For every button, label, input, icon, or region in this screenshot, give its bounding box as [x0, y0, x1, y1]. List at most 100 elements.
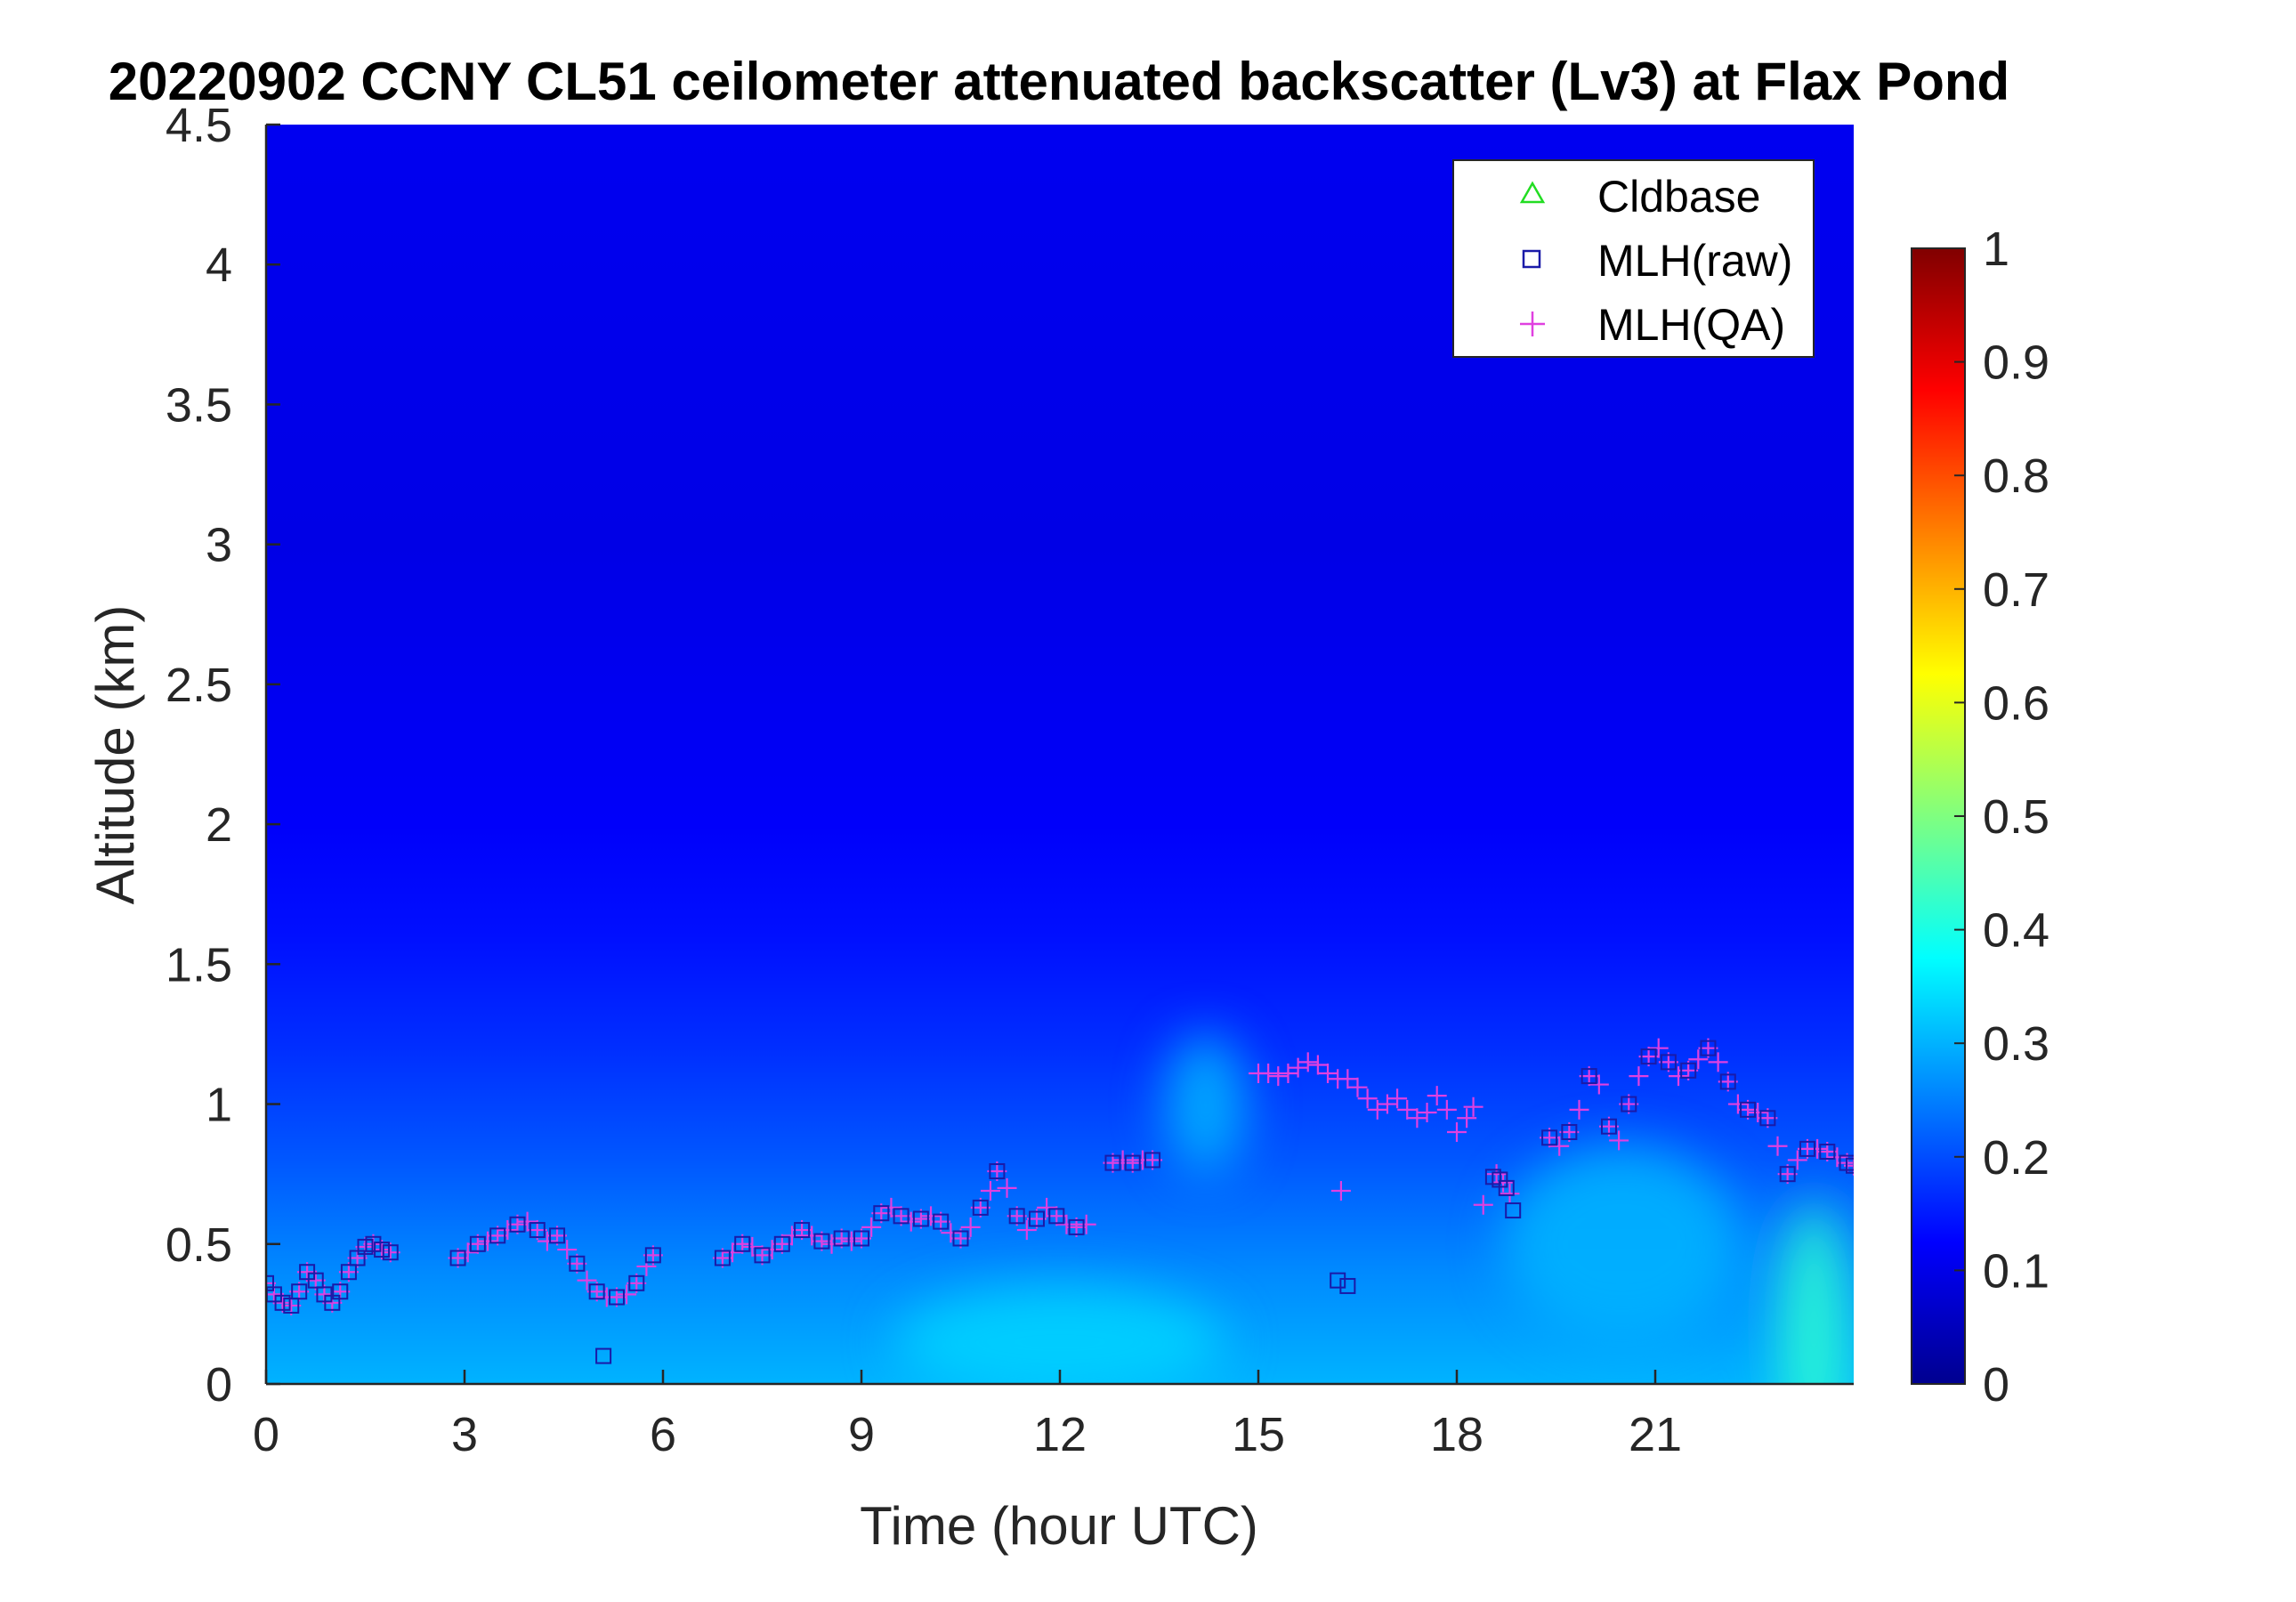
mlh-raw-point: [1846, 1157, 1854, 1174]
mlh-qa-point: [841, 1231, 861, 1251]
mlh-raw-point: [1144, 1152, 1161, 1169]
mlh-qa-point: [1298, 1052, 1318, 1072]
mlh-qa-point: [742, 1236, 763, 1257]
chart-title: 20220902 CCNY CL51 ceilometer attenuated…: [109, 52, 2009, 111]
legend-label: MLH(raw): [1597, 236, 1792, 286]
mlh-qa-point: [1669, 1066, 1689, 1087]
mlh-qa-point: [1708, 1052, 1728, 1072]
mlh-raw-point: [893, 1208, 910, 1225]
mlh-qa-point: [960, 1217, 981, 1237]
x-tick-label: 21: [1629, 1408, 1682, 1461]
mlh-raw-point: [912, 1210, 929, 1227]
mlh-raw-point: [1799, 1140, 1815, 1157]
y-tick-label: 3.5: [166, 378, 232, 432]
mlh-raw-point: [1330, 1272, 1346, 1289]
mlh-raw-point: [1048, 1208, 1065, 1225]
mlh-raw-point: [1498, 1179, 1515, 1196]
mlh-raw-point: [569, 1255, 586, 1272]
x-axis-label: Time (hour UTC): [860, 1496, 1258, 1556]
mlh-qa-point: [1589, 1074, 1609, 1095]
mlh-raw-point: [972, 1199, 989, 1216]
mlh-qa-point: [1407, 1108, 1427, 1129]
legend-label: Cldbase: [1597, 172, 1760, 222]
mlh-raw-point: [644, 1247, 661, 1264]
mlh-raw-point: [374, 1242, 391, 1258]
mlh-raw-point: [853, 1230, 869, 1247]
colorbar-ticks: 0 0.1 0.2 0.3 0.4 0.5 0.6 0.7 0.8 0.9 1: [1954, 222, 2049, 1412]
mlh-raw-point: [340, 1264, 357, 1281]
mlh-qa-point: [1767, 1136, 1788, 1156]
mlh-raw-point: [489, 1227, 506, 1244]
mlh-raw-point: [299, 1264, 316, 1281]
mlh-raw-point: [549, 1227, 566, 1244]
mlh-markers: [266, 1038, 1854, 1364]
y-tick-label: 1.5: [166, 938, 232, 991]
mlh-qa-point: [1330, 1181, 1351, 1202]
legend-box: [1452, 159, 1815, 358]
mlh-raw-point: [529, 1222, 546, 1239]
mlh-raw-point: [1779, 1166, 1796, 1183]
mlh-raw-point: [1505, 1202, 1522, 1219]
mlh-qa-point: [1347, 1077, 1368, 1097]
mlh-qa-point: [557, 1240, 578, 1260]
mlh-raw-point: [1339, 1277, 1356, 1294]
mlh-raw-point: [509, 1216, 526, 1233]
mlh-qa-point: [1016, 1220, 1037, 1241]
mlh-raw-point: [813, 1233, 830, 1250]
mlh-qa-point: [861, 1217, 882, 1237]
mlh-raw-point: [1561, 1124, 1578, 1140]
mlh-raw-point: [1068, 1218, 1085, 1235]
mlh-qa-point: [1417, 1102, 1437, 1122]
mlh-qa-point: [1318, 1063, 1338, 1083]
y-tick-label: 3: [206, 519, 232, 572]
mlh-qa-point: [1500, 1184, 1520, 1204]
mlh-qa-point: [1427, 1086, 1447, 1106]
backscatter-hotspots: [894, 1033, 1847, 1384]
mlh-qa-point: [1278, 1063, 1298, 1083]
mlh-raw-point: [382, 1244, 399, 1261]
mlh-qa-point: [901, 1211, 921, 1232]
mlh-qa-point: [478, 1231, 498, 1251]
square-marker-icon: [1522, 249, 1541, 269]
x-tick-label: 15: [1232, 1408, 1285, 1461]
mlh-raw-point: [588, 1283, 605, 1300]
x-tick-label: 3: [451, 1408, 478, 1461]
y-tick-label: 0: [206, 1358, 232, 1412]
mlh-raw-point: [754, 1247, 771, 1264]
mlh-qa-point: [1112, 1150, 1133, 1170]
mlh-qa-point: [941, 1223, 961, 1243]
mlh-raw-point: [1759, 1110, 1776, 1127]
mlh-qa-point: [1457, 1108, 1477, 1129]
mlh-raw-point: [291, 1283, 308, 1300]
mlh-raw-point: [1680, 1062, 1697, 1079]
y-ticks: 0 0.5 1 1.5 2 2.5 3 3.5 4 4.5: [166, 99, 280, 1412]
mlh-qa-point: [762, 1240, 782, 1260]
mlh-raw-point: [1541, 1129, 1558, 1146]
mlh-qa-point: [1037, 1197, 1057, 1218]
mlh-raw-point: [307, 1272, 324, 1289]
mlh-raw-point: [1621, 1096, 1637, 1112]
y-tick-label: 4.5: [166, 99, 232, 152]
backscatter-hotspot: [1781, 1202, 1847, 1384]
mlh-raw-point: [734, 1235, 751, 1252]
mlh-raw-point: [595, 1347, 612, 1364]
mlh-qa-point: [1473, 1194, 1493, 1215]
mlh-raw-point: [628, 1274, 645, 1291]
mlh-qa-point: [997, 1177, 1017, 1198]
mlh-raw-point: [449, 1250, 466, 1266]
colorbar-tick-label: 0.4: [1983, 904, 2049, 958]
mlh-qa-point: [921, 1206, 942, 1226]
x-ticks: 0 3 6 9 12 15 18 21: [253, 1370, 1682, 1461]
mlh-raw-point: [1600, 1118, 1617, 1135]
colorbar: 0 0.1 0.2 0.3 0.4 0.5 0.6 0.7 0.8 0.9 1: [1911, 222, 2049, 1412]
colorbar-tick-label: 0.3: [1983, 1017, 2049, 1071]
legend-entry-mlh-raw: MLH(raw): [1522, 236, 1792, 286]
mlh-qa-point: [1288, 1057, 1308, 1078]
mlh-qa-point: [1338, 1069, 1358, 1089]
mlh-raw-point: [1660, 1054, 1677, 1071]
mlh-raw-point: [833, 1230, 850, 1247]
colorbar-tick-label: 0.9: [1983, 336, 2049, 390]
mlh-qa-point: [1307, 1055, 1328, 1075]
mlh-qa-point: [1447, 1122, 1467, 1142]
